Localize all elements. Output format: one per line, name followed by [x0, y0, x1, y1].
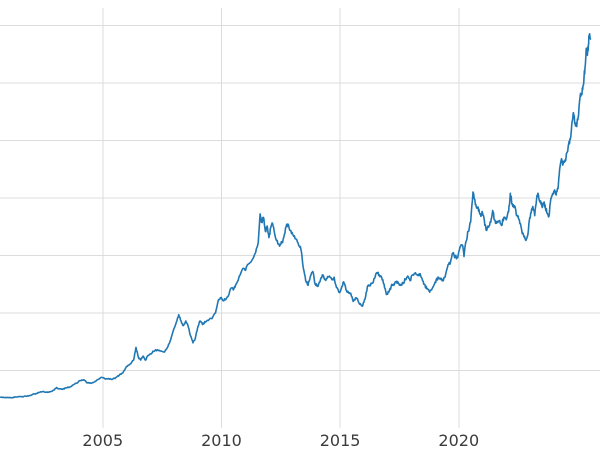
vertical-gridlines — [102, 8, 460, 428]
x-tick-label: 2005 — [82, 431, 123, 450]
horizontal-gridlines — [0, 24, 600, 371]
price-line-path — [0, 33, 592, 399]
x-tick-label: 2020 — [438, 431, 479, 450]
price-line-series — [0, 33, 592, 399]
x-tick-label: 2015 — [320, 431, 361, 450]
x-axis-tick-labels: 2005 2010 2015 2020 — [82, 431, 479, 450]
x-tick-label: 2010 — [201, 431, 242, 450]
